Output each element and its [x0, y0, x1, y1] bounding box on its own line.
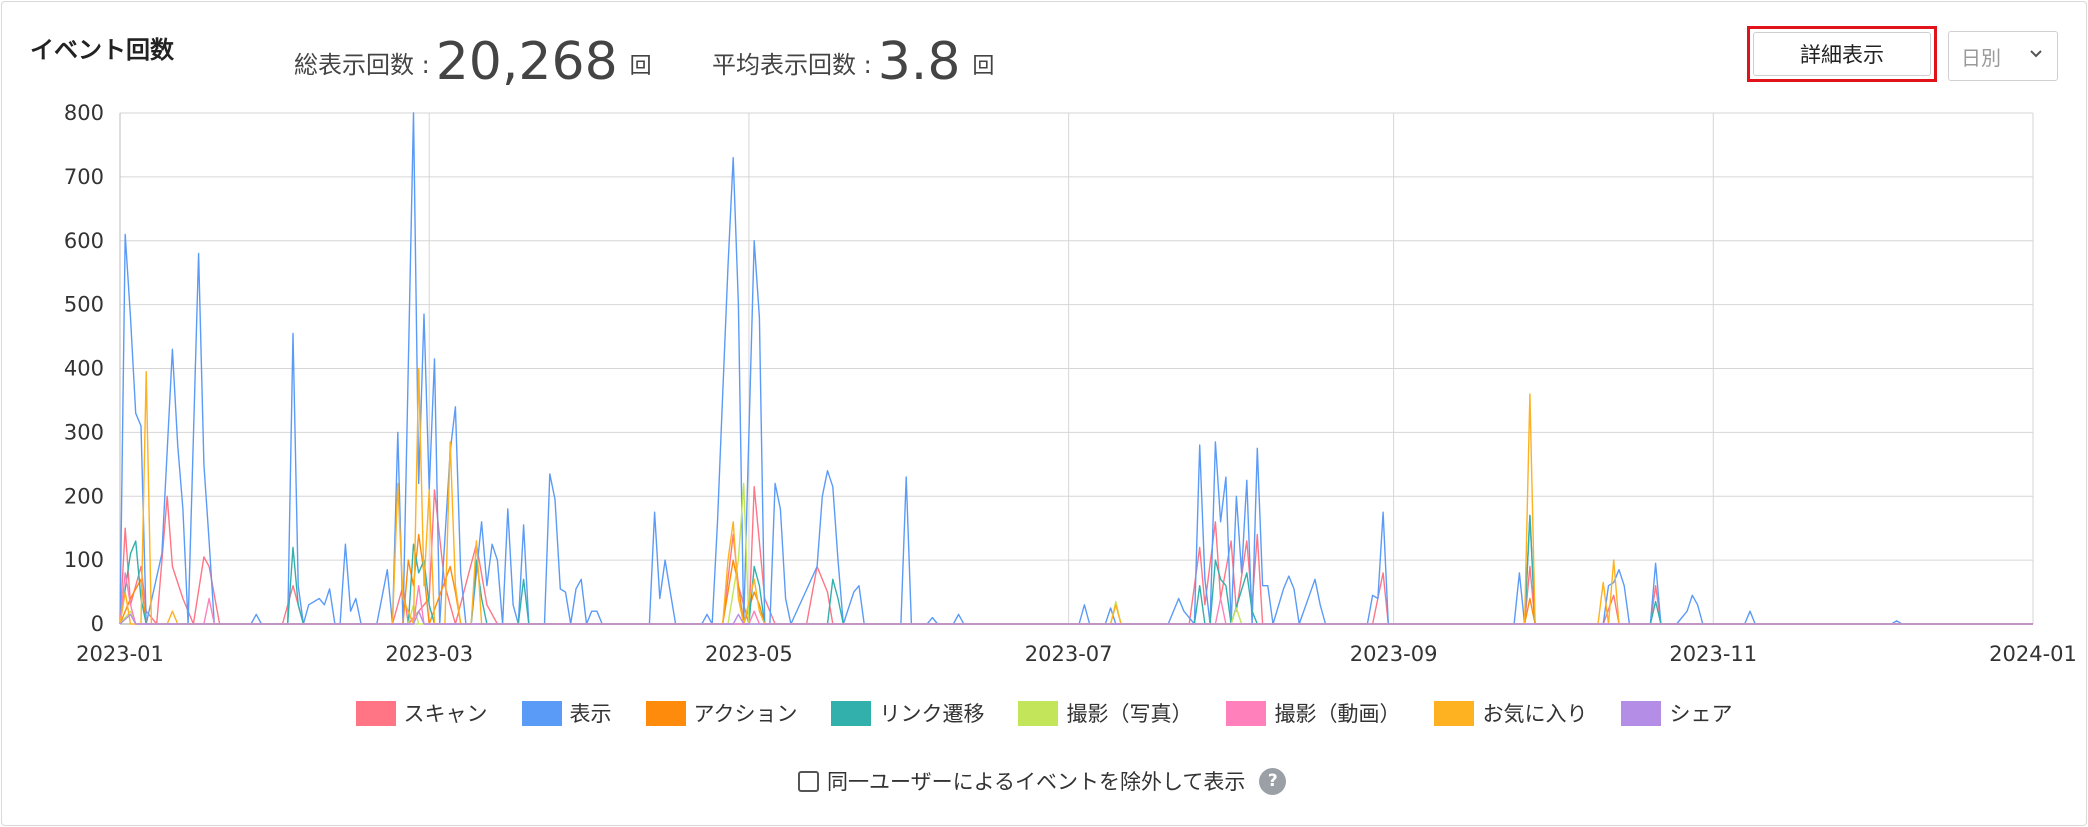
- exclude-same-user-label: 同一ユーザーによるイベントを除外して表示: [827, 770, 1246, 794]
- exclude-same-user-checkbox[interactable]: [798, 770, 819, 792]
- average-views-stat: 平均表示回数 :3.8 回: [712, 32, 994, 92]
- legend-label: 表示: [569, 702, 612, 726]
- total-views-value: 20,268: [435, 32, 618, 92]
- event-line-chart: 0 100 200 300 400 500 600 700 800 2023-01 2023-03 2…: [64, 101, 2077, 666]
- x-tick-label: 2023-09: [1350, 642, 1438, 666]
- period-select[interactable]: 日別: [1948, 31, 2058, 81]
- chart-legend: スキャン 表示 アクション リンク遷移 撮影（写真） 撮影（動画） お気に入り シェア: [0, 698, 2088, 728]
- legend-swatch: [521, 700, 562, 726]
- x-tick-label: 2023-03: [385, 642, 473, 666]
- y-tick-label: 600: [64, 229, 104, 253]
- y-tick-label: 100: [64, 548, 104, 572]
- legend-label: 撮影（動画）: [1274, 702, 1401, 726]
- legend-item[interactable]: シェア: [1621, 698, 1732, 728]
- detail-button[interactable]: 詳細表示: [1753, 32, 1931, 76]
- series-line-1: [119, 112, 2033, 625]
- x-tick-label: 2024-01: [1989, 642, 2077, 666]
- legend-swatch: [645, 700, 686, 726]
- exclude-same-user-option: 同一ユーザーによるイベントを除外して表示 ?: [798, 766, 1287, 796]
- x-tick-label: 2023-11: [1669, 642, 1757, 666]
- legend-item[interactable]: 表示: [521, 698, 612, 728]
- legend-label: シェア: [1669, 702, 1733, 726]
- legend-item[interactable]: アクション: [645, 698, 798, 728]
- y-tick-label: 800: [64, 101, 104, 125]
- y-tick-label: 500: [64, 293, 104, 317]
- series-line-7: [119, 610, 2033, 625]
- series-line-0: [119, 486, 2033, 625]
- y-tick-label: 300: [64, 420, 104, 444]
- help-icon[interactable]: ?: [1259, 767, 1287, 795]
- y-tick-label: 200: [64, 484, 104, 508]
- series-line-5: [119, 572, 2033, 625]
- total-views-unit: 回: [629, 54, 652, 79]
- x-tick-label: 2023-01: [76, 642, 164, 666]
- legend-swatch: [1226, 700, 1267, 726]
- period-select-value: 日別: [1961, 45, 2001, 70]
- y-tick-label: 400: [64, 357, 104, 381]
- series-line-6: [119, 367, 2033, 625]
- total-views-stat: 総表示回数 :20,268 回: [294, 32, 652, 92]
- detail-button-highlight: 詳細表示: [1747, 26, 1937, 82]
- legend-swatch: [1434, 700, 1475, 726]
- average-views-label: 平均表示回数 :: [712, 51, 872, 79]
- series-line-3: [119, 514, 2033, 625]
- panel-title: イベント回数: [30, 36, 174, 64]
- legend-label: アクション: [693, 702, 798, 726]
- legend-item[interactable]: お気に入り: [1434, 698, 1587, 728]
- total-views-label: 総表示回数 :: [294, 51, 430, 79]
- x-tick-label: 2023-05: [705, 642, 793, 666]
- y-tick-label: 0: [91, 612, 104, 636]
- x-tick-label: 2023-07: [1025, 642, 1113, 666]
- series-line-4: [119, 482, 2033, 625]
- legend-swatch: [1018, 700, 1059, 726]
- legend-swatch: [831, 700, 872, 726]
- legend-item[interactable]: スキャン: [355, 698, 488, 728]
- legend-label: お気に入り: [1482, 702, 1588, 726]
- legend-label: スキャン: [403, 702, 488, 726]
- legend-item[interactable]: 撮影（動画）: [1226, 698, 1400, 728]
- legend-swatch: [355, 700, 396, 726]
- average-views-value: 3.8: [877, 32, 961, 92]
- average-views-unit: 回: [972, 54, 995, 79]
- legend-swatch: [1621, 700, 1662, 726]
- legend-label: リンク遷移: [879, 702, 985, 726]
- legend-item[interactable]: リンク遷移: [831, 698, 984, 728]
- legend-item[interactable]: 撮影（写真）: [1018, 698, 1192, 728]
- legend-label: 撮影（写真）: [1066, 702, 1193, 726]
- chevron-down-icon: [2030, 50, 2042, 58]
- y-tick-label: 700: [64, 165, 104, 189]
